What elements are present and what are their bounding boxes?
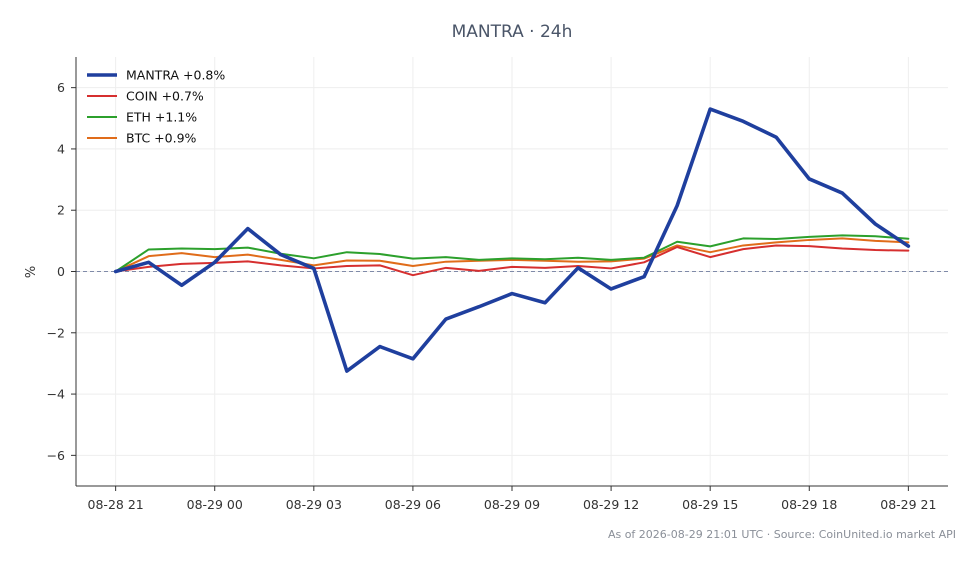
- x-tick-label: 08-29 15: [682, 497, 738, 512]
- x-tick-label: 08-29 00: [187, 497, 243, 512]
- y-tick-label: −6: [47, 448, 65, 463]
- x-tick-label: 08-29 21: [880, 497, 936, 512]
- legend-label-btc: BTC +0.9%: [126, 131, 197, 146]
- y-tick-label: −2: [47, 325, 65, 340]
- legend-label-coin: COIN +0.7%: [126, 89, 204, 104]
- series-lines: [113, 107, 911, 373]
- source-footnote: As of 2026-08-29 21:01 UTC · Source: Coi…: [608, 528, 956, 541]
- y-tick-label: −4: [47, 387, 65, 402]
- y-tick-label: 2: [57, 203, 65, 218]
- chart-title: MANTRA · 24h: [452, 22, 573, 42]
- legend: MANTRA +0.8% COIN +0.7% ETH +1.1% BTC +0.9%: [87, 68, 225, 146]
- legend-label-eth: ETH +1.1%: [126, 110, 197, 125]
- x-tick-label: 08-29 03: [286, 497, 342, 512]
- x-tick-label: 08-29 18: [781, 497, 837, 512]
- x-tick-label: 08-28 21: [88, 497, 144, 512]
- series-line-mantra: [113, 107, 911, 373]
- y-axis-ticks: −6 −4 −2 0 2 4 6: [47, 80, 76, 463]
- x-tick-label: 08-29 09: [484, 497, 540, 512]
- series-line-coin: [114, 244, 910, 277]
- series-line-btc: [114, 237, 910, 273]
- legend-label-mantra: MANTRA +0.8%: [126, 68, 225, 83]
- x-tick-label: 08-29 12: [583, 497, 639, 512]
- y-tick-label: 4: [57, 141, 65, 156]
- y-axis-label: %: [24, 266, 39, 278]
- y-tick-label: 6: [57, 80, 65, 95]
- series-line-eth: [114, 234, 910, 273]
- y-tick-label: 0: [57, 264, 65, 279]
- x-tick-label: 08-29 06: [385, 497, 441, 512]
- x-axis-ticks: 08-28 21 08-29 00 08-29 03 08-29 06 08-29 09…: [88, 486, 936, 512]
